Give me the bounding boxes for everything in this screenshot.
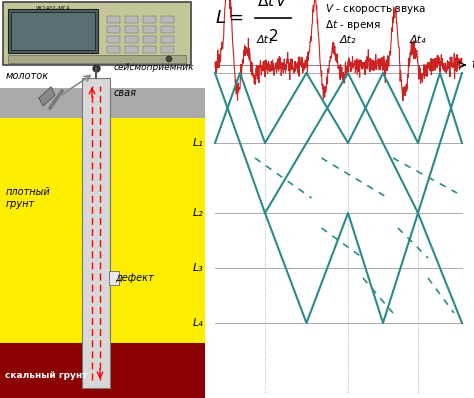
Polygon shape bbox=[39, 87, 55, 106]
Bar bbox=[125, 16, 138, 23]
Text: $\mathit{V}$ - скорость звука: $\mathit{V}$ - скорость звука bbox=[325, 2, 427, 16]
Bar bbox=[161, 46, 174, 53]
Bar bbox=[161, 26, 174, 33]
Circle shape bbox=[166, 56, 172, 62]
Bar bbox=[109, 271, 119, 285]
Bar bbox=[143, 26, 156, 33]
Text: t: t bbox=[471, 59, 474, 72]
Text: плотный
грунт: плотный грунт bbox=[6, 187, 51, 209]
Bar bbox=[107, 16, 120, 23]
Text: Δt₄: Δt₄ bbox=[410, 35, 426, 45]
Text: L₁: L₁ bbox=[192, 138, 203, 148]
Text: Δt₁: Δt₁ bbox=[257, 35, 273, 45]
Text: скальный грунт: скальный грунт bbox=[5, 371, 88, 380]
Bar bbox=[0, 88, 205, 118]
Bar bbox=[82, 78, 110, 388]
Bar bbox=[143, 16, 156, 23]
Bar bbox=[0, 118, 205, 343]
Bar bbox=[0, 0, 205, 88]
Text: УК1401-МГ4: УК1401-МГ4 bbox=[36, 6, 70, 11]
Bar bbox=[0, 343, 205, 398]
Bar bbox=[107, 26, 120, 33]
Text: $\Delta \mathit{t}$ - время: $\Delta \mathit{t}$ - время bbox=[325, 18, 381, 32]
Bar bbox=[107, 46, 120, 53]
Text: сейсмоприемник: сейсмоприемник bbox=[114, 64, 194, 72]
Bar bbox=[143, 36, 156, 43]
Bar bbox=[107, 36, 120, 43]
Bar bbox=[125, 46, 138, 53]
Bar bbox=[143, 46, 156, 53]
Bar bbox=[161, 36, 174, 43]
Text: $\mathit{L} =$: $\mathit{L} =$ bbox=[215, 9, 244, 27]
Bar bbox=[11, 12, 95, 50]
Text: L₂: L₂ bbox=[192, 208, 203, 218]
Bar bbox=[3, 2, 191, 65]
Text: L₃: L₃ bbox=[192, 263, 203, 273]
Text: дефект: дефект bbox=[115, 273, 154, 283]
Text: L₄: L₄ bbox=[192, 318, 203, 328]
Bar bbox=[8, 9, 98, 53]
Bar bbox=[125, 36, 138, 43]
Bar bbox=[161, 16, 174, 23]
Bar bbox=[8, 55, 186, 63]
Text: $2$: $2$ bbox=[268, 28, 278, 44]
Text: свая: свая bbox=[114, 88, 137, 98]
Text: молоток: молоток bbox=[6, 71, 49, 81]
Text: Δt₂: Δt₂ bbox=[340, 35, 356, 45]
Bar bbox=[125, 26, 138, 33]
Text: $\Delta \mathit{t}\,\mathit{V}$: $\Delta \mathit{t}\,\mathit{V}$ bbox=[257, 0, 289, 9]
